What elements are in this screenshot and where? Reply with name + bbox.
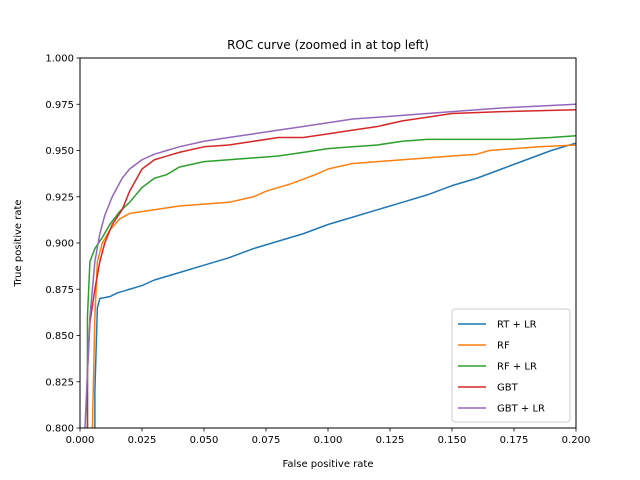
x-tick-label: 0.075: [252, 435, 281, 446]
legend-label: RT + LR: [497, 320, 537, 331]
legend-label: RF + LR: [497, 362, 537, 373]
y-tick-label: 0.825: [45, 377, 74, 388]
x-tick-label: 0.150: [438, 435, 467, 446]
chart-title: ROC curve (zoomed in at top left): [227, 38, 429, 52]
x-tick-label: 0.025: [128, 435, 157, 446]
x-tick-label: 0.200: [562, 435, 591, 446]
legend-box: [451, 308, 571, 423]
y-tick-label: 0.875: [45, 285, 74, 296]
series-line-rf-lr: [86, 134, 576, 428]
legend-label: GBT + LR: [497, 404, 545, 415]
series-layer: [84, 103, 576, 428]
y-tick-label: 0.850: [45, 331, 74, 342]
y-tick-label: 0.975: [45, 100, 74, 111]
y-tick-label: 0.950: [45, 146, 74, 157]
series-line-gbt-lr: [84, 103, 576, 428]
x-tick-label: 0.100: [314, 435, 343, 446]
y-tick-label: 0.925: [45, 192, 74, 203]
x-axis-label: False positive rate: [283, 459, 374, 470]
x-tick-label: 0.175: [500, 435, 529, 446]
x-tick-label: 0.000: [66, 435, 95, 446]
y-axis-label: True positive rate: [13, 199, 24, 287]
y-tick-label: 0.900: [45, 239, 74, 250]
plot-area: [79, 57, 577, 429]
x-axis: 0.000 0.025 0.050 0.075 0.100 0.125 0.150 0.175…: [66, 428, 591, 446]
legend-label: GBT: [497, 383, 519, 394]
y-axis: 0.800 0.825 0.850 0.875 0.900 0.925 0.950 0.975…: [45, 54, 80, 435]
y-tick-label: 0.800: [45, 424, 74, 435]
legend: RT + LR RF RF + LR GBT GBT + LR: [451, 308, 571, 423]
x-tick-label: 0.125: [376, 435, 405, 446]
series-line-gbt: [86, 109, 576, 428]
series-line-rt-lr: [94, 142, 576, 428]
legend-label: RF: [497, 341, 510, 352]
x-tick-label: 0.050: [190, 435, 219, 446]
y-tick-label: 1.000: [45, 54, 74, 65]
